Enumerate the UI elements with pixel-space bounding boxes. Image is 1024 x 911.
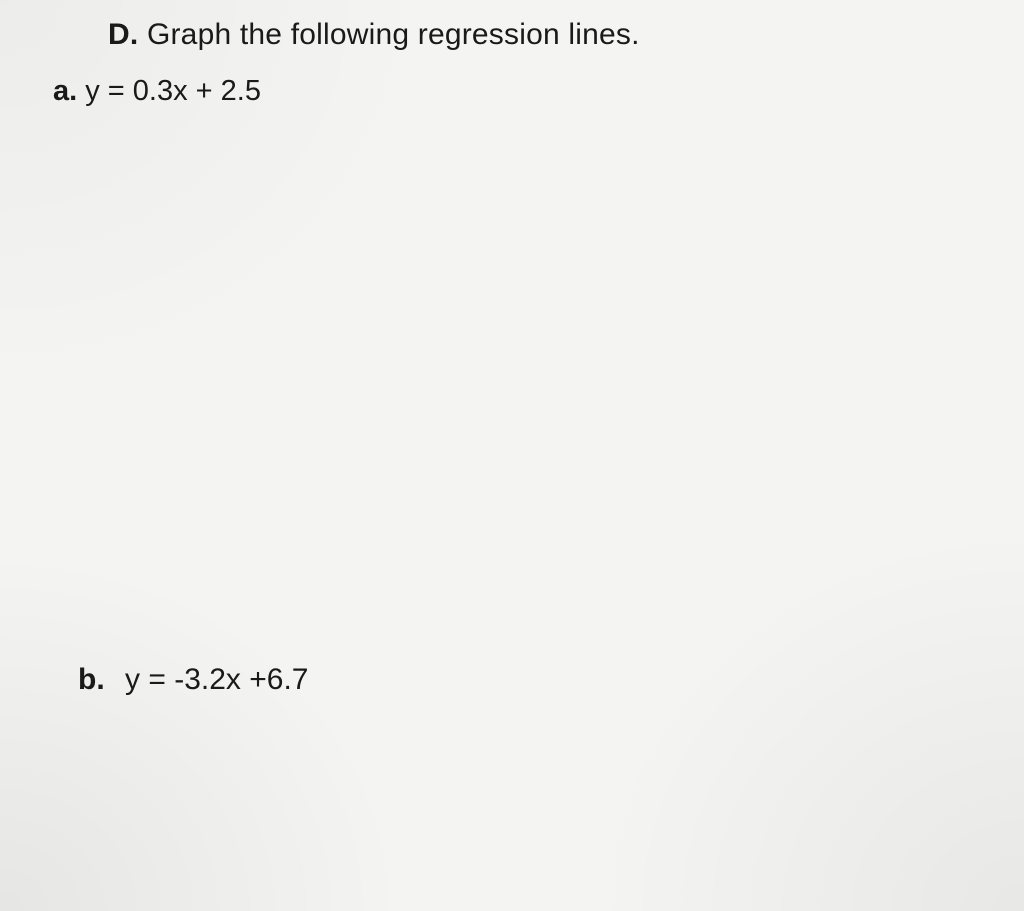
problem-a: a. y = 0.3x + 2.5: [53, 75, 261, 108]
problem-b-equation: y = -3.2x +6.7: [125, 663, 308, 696]
section-heading: D. Graph the following regression lines.: [108, 18, 640, 52]
heading-label: D.: [108, 18, 138, 51]
problem-a-equation: y = 0.3x + 2.5: [85, 75, 261, 107]
heading-text: Graph the following regression lines.: [147, 18, 640, 51]
paper-vignette: [0, 0, 1024, 911]
problem-a-label: a.: [53, 75, 77, 107]
problem-b: b. y = -3.2x +6.7: [78, 663, 308, 697]
problem-b-label: b.: [78, 663, 105, 696]
